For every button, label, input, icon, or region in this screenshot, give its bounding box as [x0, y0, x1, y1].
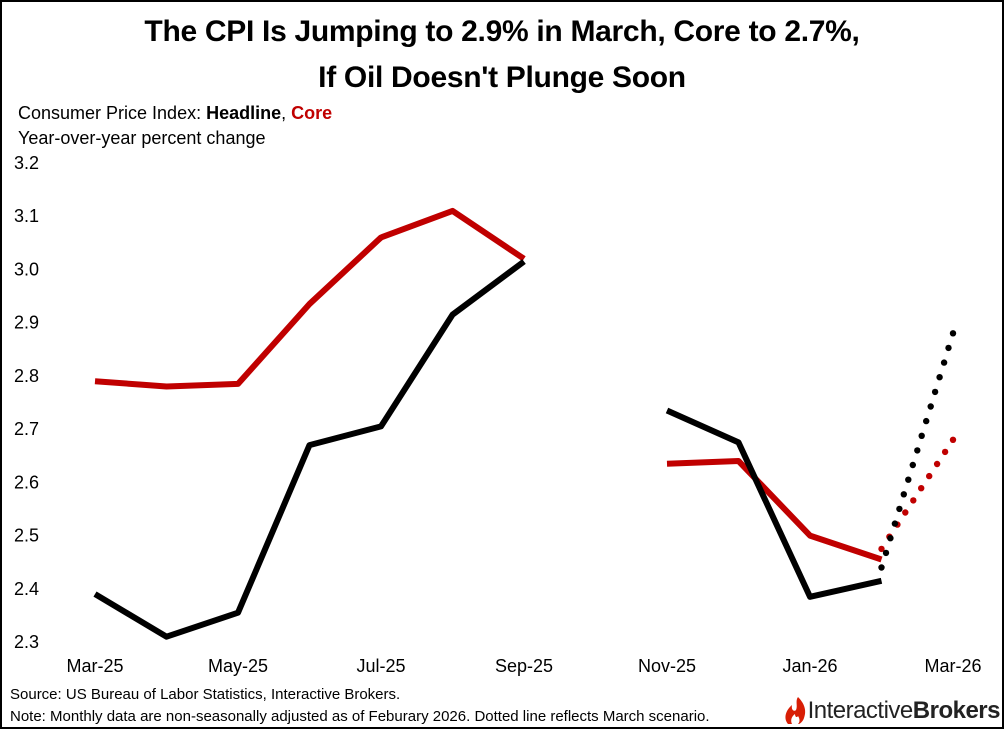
- scenario-dot-headline: [945, 344, 952, 352]
- x-tick-label: Nov-25: [638, 656, 696, 676]
- source-note: Source: US Bureau of Labor Statistics, I…: [10, 686, 401, 703]
- y-tick-label: 2.9: [14, 313, 39, 333]
- scenario-dot-headline: [878, 564, 885, 571]
- scenario-dot-headline: [940, 359, 948, 366]
- scenario-dot-headline: [923, 417, 930, 425]
- x-tick-label: Sep-25: [495, 656, 553, 676]
- x-tick-label: May-25: [208, 656, 268, 676]
- scenario-dot-headline: [905, 476, 912, 483]
- subtitle-series-key: Consumer Price Index: Headline, Core: [18, 102, 332, 124]
- y-tick-label: 2.6: [14, 472, 39, 492]
- scenario-dot-core: [949, 436, 957, 443]
- scenario-dot-headline: [909, 461, 916, 469]
- y-tick-label: 2.3: [14, 632, 39, 652]
- interactive-brokers-logo: InteractiveBrokers: [782, 696, 1001, 726]
- scenario-dot-core: [933, 460, 941, 468]
- y-axis-unit-label: Year-over-year percent change: [18, 128, 266, 148]
- logo-wordmark: InteractiveBrokers: [807, 697, 1001, 725]
- x-tick-label: Jan-26: [782, 656, 837, 676]
- logo-word-interactive: Interactive: [807, 697, 914, 724]
- series-line-headline: [93, 259, 526, 640]
- scenario-dot-core: [910, 497, 917, 504]
- scenario-dot-headline: [896, 505, 903, 513]
- scenario-dot-core: [926, 472, 933, 480]
- x-tick-label: Jul-25: [356, 656, 405, 676]
- y-tick-label: 2.8: [14, 366, 39, 386]
- y-tick-label: 2.4: [14, 579, 39, 599]
- scenario-dot-headline: [927, 403, 934, 410]
- legend-core-label: Core: [291, 103, 333, 123]
- scenario-dot-core: [878, 545, 885, 553]
- legend-headline-label: Headline: [206, 103, 282, 123]
- series-line-headline: [665, 407, 883, 600]
- x-tick-label: Mar-25: [66, 656, 123, 676]
- scenario-dot-headline: [949, 330, 957, 337]
- y-tick-label: 3.2: [14, 153, 39, 173]
- y-tick-label: 2.7: [14, 419, 39, 439]
- scenario-dot-headline: [887, 535, 894, 542]
- scenario-dot-headline: [891, 520, 899, 527]
- y-tick-label: 3.0: [14, 259, 39, 279]
- x-tick-label: Mar-26: [924, 656, 981, 676]
- ib-flame-icon: [785, 697, 805, 724]
- scenario-dot-headline: [931, 388, 939, 396]
- scenario-dot-headline: [918, 432, 925, 439]
- footnote: Note: Monthly data are non-seasonally ad…: [10, 708, 710, 725]
- scenario-dot-core: [902, 509, 909, 516]
- series-line-core: [94, 207, 526, 390]
- scenario-dot-headline: [900, 491, 907, 498]
- logo-word-brokers: Brokers: [912, 697, 1001, 724]
- scenario-dot-core: [918, 485, 925, 492]
- chart-title-line-1: The CPI Is Jumping to 2.9% in March, Cor…: [144, 15, 860, 48]
- y-tick-label: 3.1: [14, 206, 39, 226]
- subtitle-comma: ,: [281, 103, 292, 123]
- chart-title-line-2: If Oil Doesn't Plunge Soon: [318, 61, 686, 94]
- scenario-dot-core: [941, 448, 949, 456]
- y-tick-label: 2.5: [14, 526, 39, 546]
- series-line-core: [666, 458, 883, 563]
- scenario-dot-headline: [914, 447, 921, 454]
- scenario-dot-headline: [936, 374, 943, 381]
- subtitle-prefix: Consumer Price Index:: [18, 103, 207, 123]
- scenario-dot-headline: [882, 549, 890, 557]
